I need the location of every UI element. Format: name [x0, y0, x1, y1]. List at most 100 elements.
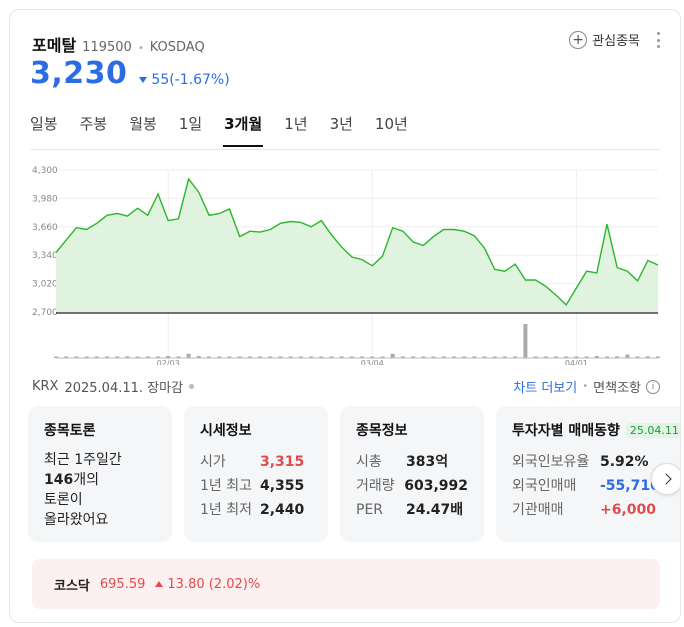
volume-label: 거래량 [356, 478, 395, 494]
volume-bar [349, 356, 354, 358]
y-tick-label: 4,300 [32, 166, 58, 176]
volume-bar [227, 356, 232, 358]
year-low-value: 2,440 [260, 502, 305, 518]
tab-monthly[interactable]: 월봉 [129, 115, 157, 133]
volume-bar [54, 356, 58, 358]
forum-count: 146 [44, 472, 74, 488]
more-options-icon[interactable] [654, 32, 662, 48]
investor-date-badge: 25.04.11 [625, 422, 680, 438]
stock-info-panel[interactable]: 종목정보 시총 383억 거래량 603,992 PER 24.47배 [340, 406, 484, 542]
investor-title: 투자자별 매매동향 25.04.11 [512, 420, 680, 440]
tab-10year[interactable]: 10년 [374, 115, 408, 133]
volume-bar [564, 356, 569, 358]
y-tick-label: 3,980 [32, 194, 58, 204]
volume-bar [656, 356, 660, 358]
forum-line1: 최근 1주일간 [44, 452, 122, 468]
watchlist-label: 관심종목 [592, 34, 640, 49]
volume-bar [513, 356, 518, 358]
volume-bar [237, 356, 242, 358]
per-value: 24.47배 [406, 502, 464, 518]
volume-bar [421, 356, 426, 358]
volume-bar [64, 356, 69, 358]
volume-bar [217, 356, 222, 358]
open-label: 시가 [200, 454, 226, 470]
info-icon[interactable]: i [646, 379, 660, 394]
volume-bar [400, 356, 405, 358]
volume-bar [360, 356, 365, 358]
volume-bar [451, 356, 456, 358]
tab-1day[interactable]: 1일 [178, 115, 203, 133]
chart-more-link[interactable]: 차트 더보기 [513, 381, 578, 396]
stock-card: 포메탈 119500 • KOSDAQ + 관심종목 3,230 55(-1.6… [9, 9, 681, 623]
tab-weekly[interactable]: 주봉 [79, 115, 108, 133]
separator-dot: • [137, 43, 144, 54]
foreign-ratio-label: 외국인보유율 [512, 454, 590, 470]
tab-daily[interactable]: 일봉 [30, 115, 58, 133]
disclaimer-link[interactable]: 면책조항 [593, 381, 641, 396]
tab-3year[interactable]: 3년 [329, 115, 353, 133]
forum-title: 종목토론 [44, 423, 96, 439]
market-info-panel[interactable]: 시세정보 시가 3,315 1년 최고 4,355 1년 최저 2,440 [184, 406, 328, 542]
tab-1year[interactable]: 1년 [284, 115, 308, 133]
volume-bar [207, 356, 212, 358]
price-line [55, 177, 659, 307]
stock-info-row: 거래량 603,992 [356, 474, 468, 498]
investor-title-text: 투자자별 매매동향 [512, 423, 620, 439]
next-panel-button[interactable] [651, 463, 680, 495]
info-panels: 종목토론 최근 1주일간 146개의 토론이 올라왔어요 시세정보 시가 3,3… [28, 406, 680, 542]
volume-bar [339, 356, 344, 358]
market-info-row: 1년 최저 2,440 [200, 498, 312, 522]
status-dot [189, 384, 195, 389]
institution-trade-value: +6,000 [600, 502, 657, 518]
foreign-ratio-value: 5.92% [600, 454, 649, 470]
volume-bar [543, 356, 548, 358]
volume-bar [278, 356, 283, 358]
volume-bar [411, 356, 416, 358]
volume-bar [115, 356, 120, 358]
stock-name[interactable]: 포메탈 [32, 36, 77, 55]
plus-circle-icon: + [569, 30, 588, 49]
volume-bar [186, 353, 191, 358]
stock-info-row: PER 24.47배 [356, 498, 468, 522]
index-name: 코스닥 [54, 578, 90, 594]
separator-dot: • [582, 381, 589, 392]
price-change: 55(-1.67%) [139, 72, 230, 88]
volume-bar [502, 356, 507, 358]
price-area [56, 178, 658, 312]
price-change-value: 55(-1.67%) [151, 72, 230, 88]
volume-bar [370, 356, 375, 358]
current-price: 3,230 [30, 56, 128, 91]
price-chart[interactable]: 4,300 3,980 3,660 3,340 3,020 2,700 02/03 03/04… [10, 160, 681, 365]
foreign-trade-label: 외국인매매 [512, 478, 577, 494]
tab-3month[interactable]: 3개월 [223, 113, 264, 147]
volume-value: 603,992 [404, 478, 468, 494]
volume-bar [74, 356, 79, 358]
y-tick-label: 2,700 [32, 308, 58, 318]
volume-bar [309, 356, 314, 358]
volume-bar [554, 356, 558, 358]
year-low-label: 1년 최저 [200, 502, 252, 518]
investor-row: 기관매매 +6,000 [512, 498, 680, 522]
chevron-right-icon [659, 473, 672, 485]
investor-panel[interactable]: 투자자별 매매동향 25.04.11 외국인보유율 5.92% 외국인매매 -5… [496, 406, 680, 542]
index-bar[interactable]: 코스닥 695.59 13.80 (2.02)% [32, 559, 660, 609]
watchlist-button[interactable]: + 관심종목 [569, 30, 640, 49]
stock-info-row: 시총 383억 [356, 450, 468, 474]
x-tick-label: 03/04 [361, 359, 384, 365]
forum-line2: 개의 [73, 472, 99, 488]
stock-info-title: 종목정보 [356, 423, 408, 439]
volume-bar [196, 356, 201, 358]
volume-bar [258, 356, 263, 358]
volume-bar [523, 324, 528, 358]
stock-market: KOSDAQ [149, 40, 205, 55]
investor-row: 외국인보유율 5.92% [512, 450, 680, 474]
volume-bar [533, 356, 538, 358]
up-arrow-icon [155, 581, 164, 587]
exchange-label: KRX [32, 379, 59, 394]
y-tick-label: 3,020 [32, 280, 58, 290]
forum-panel[interactable]: 종목토론 최근 1주일간 146개의 토론이 올라왔어요 [28, 406, 172, 542]
year-high-label: 1년 최고 [200, 478, 252, 494]
volume-bar [105, 356, 109, 358]
institution-trade-label: 기관매매 [512, 502, 564, 518]
volume-bar [472, 356, 477, 358]
